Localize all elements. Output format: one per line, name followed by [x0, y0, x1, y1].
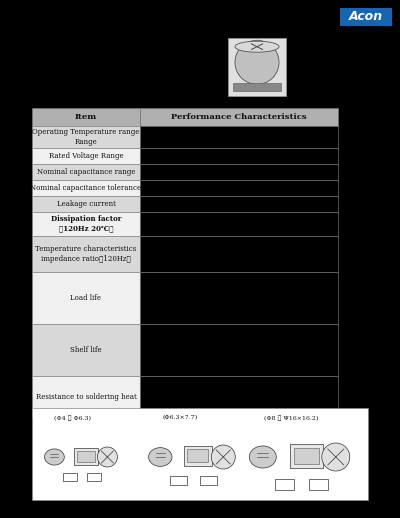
Bar [32, 324, 140, 376]
Ellipse shape [235, 40, 279, 84]
Bar [64, 473, 78, 481]
Bar [32, 108, 140, 126]
Bar [184, 446, 212, 466]
Bar [88, 473, 102, 481]
Bar [32, 236, 140, 272]
Circle shape [98, 447, 118, 467]
Text: Item: Item [75, 113, 97, 121]
Bar [170, 476, 187, 485]
Bar [32, 376, 140, 418]
Ellipse shape [235, 41, 279, 52]
Bar [140, 108, 338, 126]
Text: Operating Temperature range
Range: Operating Temperature range Range [32, 128, 140, 146]
Bar [140, 148, 338, 164]
Bar [140, 126, 338, 148]
Bar [309, 479, 328, 490]
Bar [140, 164, 338, 180]
Bar [32, 408, 368, 500]
Text: (Φ6.3×7.7): (Φ6.3×7.7) [162, 415, 198, 421]
Bar [140, 180, 338, 196]
Bar [140, 212, 338, 236]
Text: Leakage current: Leakage current [56, 200, 116, 208]
Text: (Φ4 ～ Φ6.3): (Φ4 ～ Φ6.3) [54, 415, 91, 421]
Bar [140, 196, 338, 212]
Bar [32, 196, 140, 212]
Bar [290, 444, 323, 468]
Bar [187, 449, 208, 462]
Ellipse shape [44, 449, 64, 465]
Bar [340, 8, 392, 26]
Bar [140, 376, 338, 418]
Circle shape [322, 443, 350, 471]
Text: Resistance to soldering heat: Resistance to soldering heat [36, 393, 136, 401]
Bar [32, 272, 140, 324]
Text: (Φ8 ～ Ψ16×16.2): (Φ8 ～ Ψ16×16.2) [264, 415, 318, 421]
Ellipse shape [249, 446, 276, 468]
Bar [294, 448, 319, 464]
Text: Rated Voltage Range: Rated Voltage Range [49, 152, 123, 160]
Text: Nominal capacitance tolerance: Nominal capacitance tolerance [30, 184, 142, 192]
Text: Shelf life: Shelf life [70, 346, 102, 354]
Bar [275, 479, 294, 490]
Bar [140, 324, 338, 376]
Text: Acon: Acon [349, 10, 383, 23]
Text: Load life: Load life [70, 294, 102, 302]
Circle shape [211, 445, 235, 469]
Bar [32, 126, 140, 148]
Bar [200, 476, 217, 485]
Bar [74, 448, 98, 465]
Text: Temperature characteristics
impedance ratio（120Hz）: Temperature characteristics impedance ra… [35, 246, 137, 263]
Text: Performance Characteristics: Performance Characteristics [171, 113, 307, 121]
Bar [78, 451, 96, 462]
Ellipse shape [148, 448, 172, 466]
Bar [32, 148, 140, 164]
Bar [140, 272, 338, 324]
Bar [228, 38, 286, 96]
Bar [32, 180, 140, 196]
Bar [32, 164, 140, 180]
Bar [233, 83, 281, 91]
Bar [140, 236, 338, 272]
Text: Dissipation factor
（120Hz 20℃）: Dissipation factor （120Hz 20℃） [51, 215, 121, 233]
Text: Nominal capacitance range: Nominal capacitance range [37, 168, 135, 176]
Bar [32, 212, 140, 236]
